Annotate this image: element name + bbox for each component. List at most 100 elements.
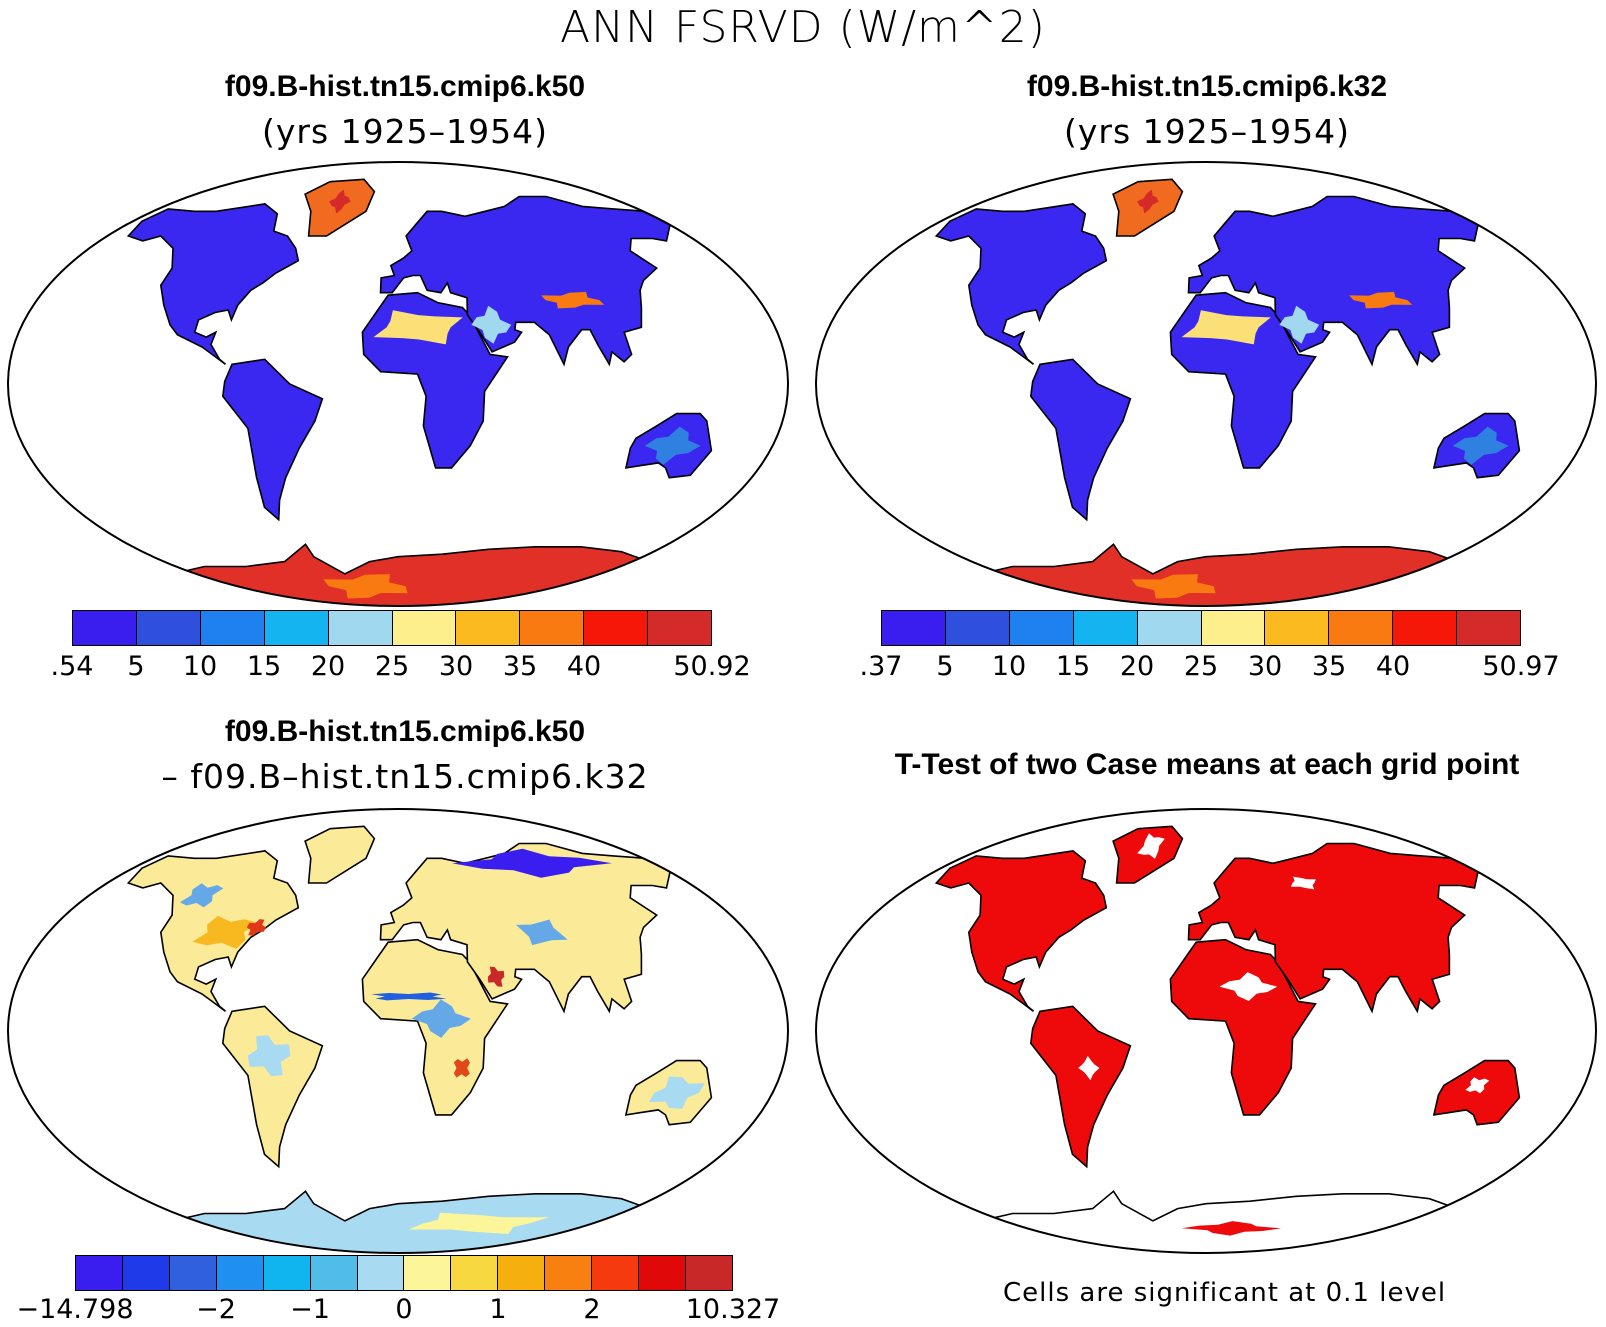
continent-namerica [934, 203, 1108, 365]
ocean [816, 162, 1596, 606]
colorbar-swatch [456, 611, 521, 645]
greenland-peak [1137, 189, 1159, 214]
panel-subtitle-diff: – f09.B–hist.tn15.cmip6.k32 [161, 757, 649, 796]
colorbar-tick-label: −1 [290, 1294, 330, 1325]
ocean [8, 809, 788, 1253]
arabia-high [1279, 305, 1320, 344]
panel-title-diff: f09.B-hist.tn15.cmip6.k50 [224, 715, 586, 748]
colorbar-tick-label: .37 [859, 651, 903, 682]
colorbar-tick-label: 10 [182, 651, 218, 682]
sahel-band [371, 992, 447, 1001]
significant-antarctica [1181, 1221, 1282, 1236]
colorbar-tick-label: 25 [1183, 651, 1219, 682]
colorbar-swatch [73, 611, 137, 645]
continent-eurasia [1187, 842, 1480, 1014]
colorbar-case2 [881, 610, 1521, 646]
colorbar-tick-label: 2 [583, 1294, 601, 1325]
sahara-high [1181, 310, 1271, 345]
colorbar-swatch [584, 611, 649, 645]
colorbar-swatch [264, 611, 329, 645]
namerica-hot [246, 919, 266, 936]
map-border [7, 161, 789, 607]
australia-cool [649, 1076, 705, 1109]
continent-africa [1169, 938, 1317, 1116]
arabia-hot [487, 966, 505, 987]
colorbar-tick-label: 10 [991, 651, 1027, 682]
colorbar-swatch [1073, 611, 1138, 645]
antarctica-edge [1131, 574, 1216, 599]
continent-samerica [221, 358, 324, 522]
colorbar-tick-label: 30 [1247, 651, 1283, 682]
continent-greenland [304, 825, 376, 884]
colorbar-tick-label: 10.327 [685, 1294, 781, 1325]
continent-samerica [1029, 358, 1132, 522]
map-border [7, 808, 789, 1254]
colorbar-tick-label: 35 [502, 651, 538, 682]
colorbar-tick-label: 5 [936, 651, 954, 682]
continent-samerica [221, 1005, 324, 1169]
panel-title-case1: f09.B-hist.tn15.cmip6.k50 [224, 70, 586, 103]
colorbar-swatch [357, 1256, 405, 1290]
colorbar-swatch [216, 1256, 264, 1290]
africa-cool [411, 999, 471, 1038]
ocean [8, 162, 788, 606]
ocean [816, 809, 1596, 1253]
africa-warm [453, 1058, 470, 1078]
colorbar-swatch [1137, 611, 1202, 645]
colorbar-swatch [1009, 611, 1074, 645]
colorbar-tick-label: 1 [489, 1294, 507, 1325]
insignificant-australia [1465, 1077, 1490, 1094]
colorbar-tick-label: 30 [438, 651, 474, 682]
colorbar-tick-label: 15 [246, 651, 282, 682]
colorbar-swatch [1457, 611, 1521, 645]
colorbar-swatch [328, 611, 393, 645]
canada-cool [179, 883, 224, 908]
insignificant-russia [1290, 876, 1316, 890]
colorbar-swatch [169, 1256, 217, 1290]
colorbar-swatch [882, 611, 946, 645]
continent-samerica [1029, 1005, 1132, 1169]
antarctica-edge [323, 574, 408, 599]
australia-mid [1452, 426, 1509, 465]
tibet-high [541, 291, 605, 309]
colorbar-case2-labels: .37 5 10 15 20 25 30 35 40 50.97 [860, 651, 1560, 685]
colorbar-swatch [685, 1256, 732, 1290]
colorbar-swatch [592, 1256, 640, 1290]
colorbar-tick-label: −14.798 [16, 1294, 134, 1325]
australia-mid [644, 426, 701, 465]
colorbar-tick-label: 50.97 [1482, 651, 1560, 682]
map-case1 [7, 161, 789, 607]
colorbar-swatch [520, 611, 585, 645]
continent-namerica [126, 203, 300, 365]
colorbar-tick-label: .54 [50, 651, 94, 682]
colorbar-tick-label: 5 [127, 651, 145, 682]
map-border [815, 808, 1597, 1254]
colorbar-swatch [404, 1256, 452, 1290]
continent-eurasia [379, 195, 672, 367]
panel-title-case2: f09.B-hist.tn15.cmip6.k32 [1026, 70, 1388, 103]
colorbar-swatch [1265, 611, 1330, 645]
colorbar-tick-label: 35 [1311, 651, 1347, 682]
continent-australia [1432, 1059, 1521, 1126]
colorbar-swatch [545, 1256, 593, 1290]
continent-namerica [934, 850, 1108, 1012]
sahara-high [373, 310, 463, 345]
continent-greenland [1112, 825, 1184, 884]
colorbar-swatch [76, 1256, 123, 1290]
colorbar-tick-label: 40 [1375, 651, 1411, 682]
panel-subtitle-case1: (yrs 1925–1954) [262, 112, 548, 151]
colorbar-swatch [310, 1256, 358, 1290]
asia-cool [516, 919, 568, 946]
panel-subtitle-case2: (yrs 1925–1954) [1064, 112, 1350, 151]
continent-eurasia [1187, 195, 1480, 367]
colorbar-swatch [1201, 611, 1266, 645]
colorbar-diff [75, 1255, 733, 1291]
colorbar-swatch [648, 611, 712, 645]
insignificant-brazil [1078, 1055, 1100, 1081]
colorbar-swatch [498, 1256, 546, 1290]
insignificant-greenland [1137, 833, 1165, 859]
colorbar-swatch [122, 1256, 170, 1290]
colorbar-tick-label: −2 [196, 1294, 236, 1325]
colorbar-swatch [1393, 611, 1458, 645]
colorbar-swatch [451, 1256, 499, 1290]
